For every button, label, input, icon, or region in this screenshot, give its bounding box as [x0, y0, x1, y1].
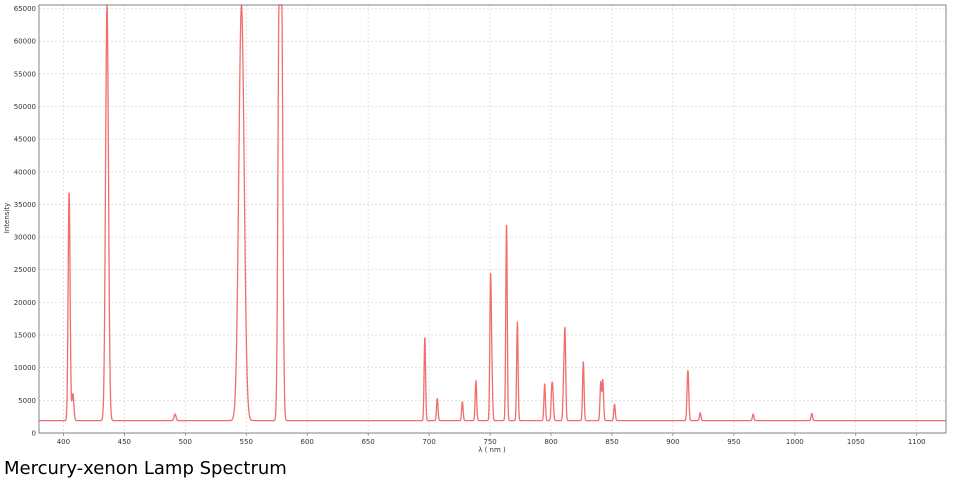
y-tick-label: 25000	[14, 266, 36, 274]
x-tick-label: 550	[240, 438, 253, 446]
x-tick-label: 600	[301, 438, 314, 446]
x-tick-label: 850	[605, 438, 618, 446]
spectrum-chart: 0 5000 10000 15000 20000 25000 30000 35000 40000…	[3, 4, 947, 454]
x-axis-ticks: 400 450 500 550 600 650 700 750 800 850 900 950 1000…	[57, 433, 926, 446]
y-tick-label: 0	[32, 430, 36, 438]
y-tick-label: 15000	[14, 332, 36, 340]
x-tick-label: 1050	[847, 438, 865, 446]
x-tick-label: 400	[57, 438, 70, 446]
spectrum-series-line	[38, 4, 947, 422]
y-tick-label: 40000	[14, 168, 36, 176]
x-tick-label: 650	[361, 438, 374, 446]
y-tick-label: 30000	[14, 234, 36, 242]
y-tick-label: 20000	[14, 299, 36, 307]
y-tick-label: 60000	[14, 38, 36, 46]
x-tick-label: 1000	[786, 438, 804, 446]
x-tick-label: 950	[727, 438, 740, 446]
y-axis-ticks: 0 5000 10000 15000 20000 25000 30000 35000 40000…	[14, 5, 36, 438]
chart-caption: Mercury-xenon Lamp Spectrum	[4, 458, 287, 479]
x-tick-label: 1100	[908, 438, 926, 446]
y-tick-label: 35000	[14, 201, 36, 209]
y-axis-label: Intensity	[3, 203, 11, 233]
x-tick-label: 900	[666, 438, 679, 446]
x-tick-label: 500	[179, 438, 192, 446]
y-tick-label: 10000	[14, 364, 36, 372]
y-tick-label: 50000	[14, 103, 36, 111]
x-tick-label: 700	[422, 438, 435, 446]
x-tick-label: 800	[544, 438, 557, 446]
y-tick-label: 45000	[14, 136, 36, 144]
y-tick-label: 5000	[18, 397, 36, 405]
plot-frame	[38, 4, 947, 434]
x-axis-label: λ ( nm )	[478, 446, 506, 454]
y-tick-label: 65000	[14, 5, 36, 13]
x-tick-label: 750	[483, 438, 496, 446]
x-tick-label: 450	[118, 438, 131, 446]
y-tick-label: 55000	[14, 70, 36, 78]
